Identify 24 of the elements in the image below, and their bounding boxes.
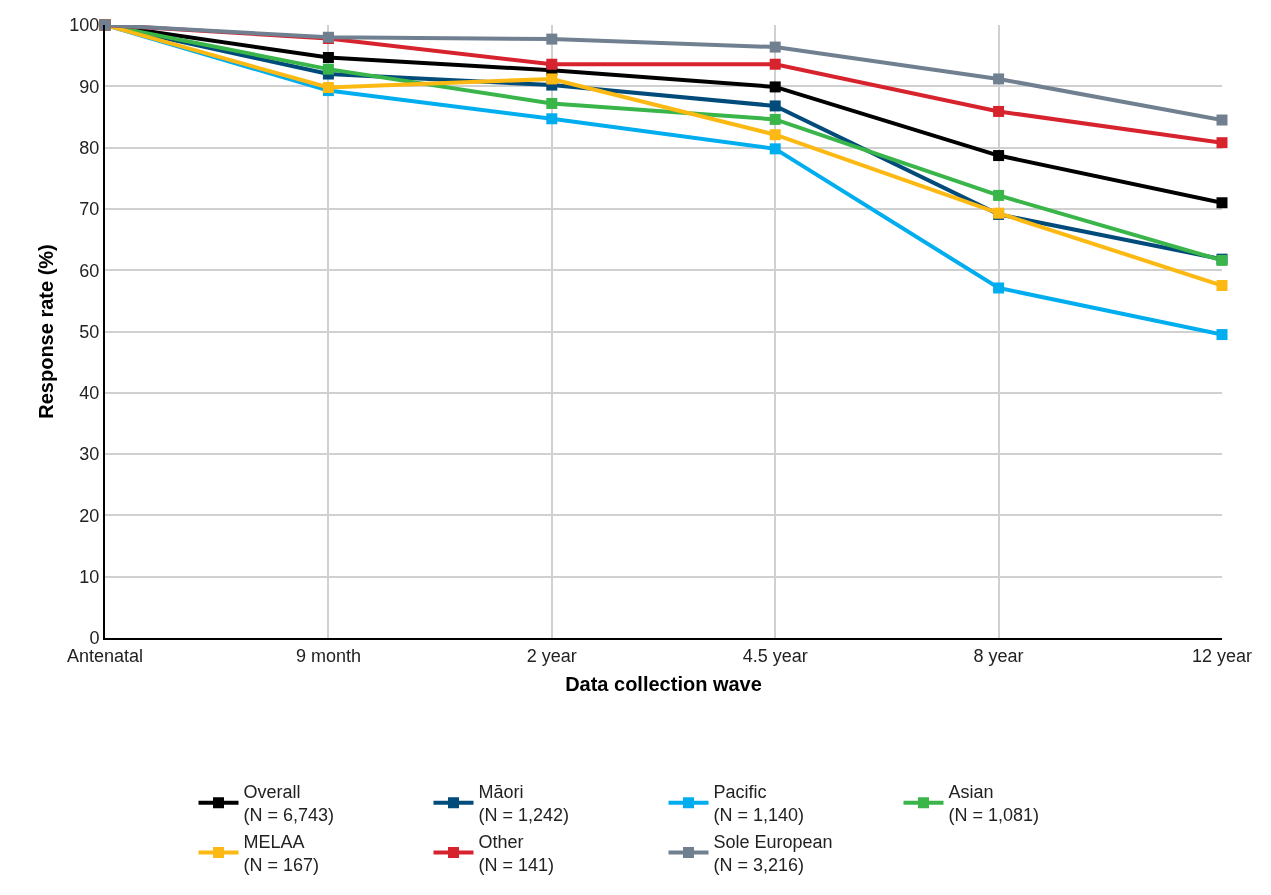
legend-label: Māori (N = 1,242): [478, 782, 570, 826]
x-tick-label: 8 year: [973, 645, 1024, 666]
legend-label: Sole European (N = 3,216): [713, 831, 833, 876]
y-tick-label: 50: [79, 321, 100, 342]
legend-label: MELAA (N = 167): [243, 831, 320, 876]
y-axis-title: Response rate (%): [35, 244, 58, 419]
y-tick-label: 100: [69, 15, 100, 36]
x-tick-label: 9 month: [295, 645, 361, 666]
legend-label: Other (N = 141): [478, 831, 555, 876]
y-tick-label: 90: [79, 76, 100, 97]
y-tick-label: 70: [79, 199, 100, 220]
y-tick-label: 80: [79, 137, 100, 158]
x-tick-label: 12 year: [1191, 645, 1253, 666]
y-tick-label: 10: [79, 567, 100, 587]
x-axis-title: Data collection wave: [565, 672, 762, 695]
y-tick-label: 60: [79, 260, 100, 281]
x-tick-label: 4.5 year: [742, 645, 808, 666]
y-tick-label: 40: [79, 383, 100, 404]
legend-label: Asian (N = 1,081): [948, 782, 1040, 826]
legend-label: Overall (N = 6,743): [243, 782, 335, 826]
legend-label: Pacific (N = 1,140): [713, 782, 805, 826]
x-tick-label: 2 year: [526, 645, 577, 666]
y-tick-label: 20: [79, 505, 100, 526]
y-tick-label: 30: [79, 444, 100, 465]
